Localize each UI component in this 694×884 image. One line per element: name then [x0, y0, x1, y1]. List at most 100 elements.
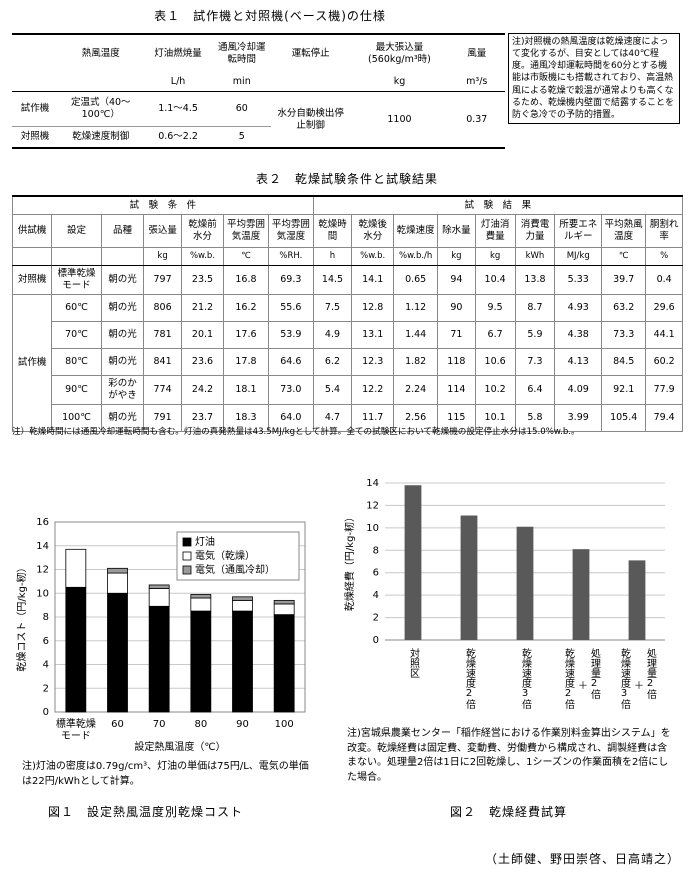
cell: 16.8 — [223, 265, 269, 295]
legend-box — [176, 531, 300, 581]
row: 対照機 標準乾燥モード 朝の光 797 23.5 16.8 69.3 14.5 14.1 0.65… — [11, 265, 683, 295]
y-axis-label: 乾燥コスト（円/kg-籾） — [15, 562, 28, 671]
y-tick-label: 4 — [43, 660, 49, 671]
x-tick-label: 標準乾燥 — [56, 717, 96, 730]
cell: 70℃ — [51, 320, 102, 349]
cell: 791 — [143, 403, 182, 432]
bar-segment — [148, 588, 170, 607]
cell: 21.2 — [180, 293, 225, 322]
cell: 10.2 — [474, 374, 516, 405]
cell: 8.7 — [514, 293, 556, 322]
header: 乾燥速度 — [393, 214, 439, 248]
x-tick-label: 70 — [153, 719, 166, 730]
cell: 朝の光 — [100, 403, 145, 432]
y-tick-label: 8 — [43, 612, 49, 623]
cell: 16.2 — [223, 293, 269, 322]
cell: 90℃ — [51, 374, 102, 405]
row-label: 対照機 — [12, 126, 58, 149]
y-tick-label: 12 — [36, 565, 49, 576]
header: 平均熱風温度 — [601, 214, 647, 248]
row: 試作機 60℃ 朝の光 806 21.2 16.2 55.6 7.5 12.8 1.12 90 9.5… — [11, 293, 683, 432]
cell: 17.6 — [223, 320, 269, 349]
cell: 1.1～4.5 — [143, 91, 213, 127]
cell: 3.99 — [554, 403, 603, 432]
unit: L/h — [143, 73, 213, 92]
cell: 29.6 — [645, 293, 683, 322]
cell: 彩のかがやき — [100, 374, 145, 405]
y-tick-label: 0 — [43, 707, 49, 718]
x-tick-label: ＋ — [576, 680, 587, 690]
cell: 781 — [143, 320, 182, 349]
bar-segment — [190, 610, 212, 713]
cell: 53.9 — [267, 320, 314, 349]
cell: 18.1 — [223, 374, 269, 405]
unit: %RH. — [267, 247, 314, 266]
group-header: 試 験 結 果 — [312, 195, 684, 215]
header: 設定 — [51, 214, 102, 248]
table2-note: 注）乾燥時間には通風冷却運転時間も含む。灯油の真発熱量は43.5MJ/kgとして… — [12, 427, 580, 437]
bar-segment — [148, 605, 170, 713]
cell: 10.1 — [474, 403, 516, 432]
header: 供試機 — [11, 214, 53, 248]
y-tick-label: 4 — [373, 590, 379, 601]
cell: 774 — [143, 374, 182, 405]
bar-segment — [232, 596, 253, 601]
header: 通風冷却運転時間 — [212, 33, 271, 73]
cell: 13.8 — [514, 265, 556, 295]
bar-segment — [273, 614, 295, 713]
cell: 797 — [143, 265, 182, 295]
x-axis-label: 設定熱風温度（℃） — [134, 740, 225, 753]
x-tick-label: 処理量2倍 — [589, 647, 601, 700]
unit: kg — [350, 73, 449, 92]
row-group-label: 試作機 — [11, 293, 53, 432]
y-tick-label: 12 — [366, 500, 379, 511]
cell: 4.9 — [312, 320, 353, 349]
unit: kg — [474, 247, 516, 266]
y-tick-label: 6 — [373, 568, 379, 579]
bar-segment — [148, 584, 170, 589]
bar — [628, 560, 646, 640]
cell: 118 — [437, 347, 476, 376]
y-tick-label: 8 — [373, 545, 379, 556]
cell: 23.6 — [180, 347, 225, 376]
cell: 2.24 — [393, 374, 439, 405]
bar-segment — [190, 594, 212, 599]
x-tick-label: 対照区 — [408, 647, 420, 678]
y-tick-label: 14 — [366, 478, 379, 489]
header: 乾燥後水分 — [351, 214, 395, 248]
x-tick-label: モード — [61, 731, 91, 742]
cell: 定温式（40～100℃） — [57, 91, 144, 127]
y-tick-label: 14 — [36, 541, 49, 552]
header: 乾燥前水分 — [180, 214, 225, 248]
cell: 60.2 — [645, 347, 683, 376]
table1: 熱風温度 灯油燃焼量 通風冷却運転時間 運転停止 最大張込量(560kg/m³時… — [12, 33, 505, 149]
unit: m³/s — [448, 73, 505, 92]
cell: 11.7 — [351, 403, 395, 432]
cell: 5.9 — [514, 320, 556, 349]
legend-marker — [182, 551, 192, 561]
row: 試作機 定温式（40～100℃） 1.1～4.5 60 水分自動検出停止制御 1… — [12, 91, 505, 149]
cell: 79.4 — [645, 403, 683, 432]
header: 平均雰囲気湿度 — [267, 214, 314, 248]
bar-segment — [65, 586, 87, 713]
cell: 0.6～2.2 — [143, 126, 213, 149]
unit: %w.b. — [180, 247, 225, 266]
figure2-note: 注)宮城県農業センター「稲作経営における作業別料金算出システム」を改変。乾燥経費… — [347, 728, 671, 783]
cell: 23.5 — [180, 265, 225, 295]
cell: 5.4 — [312, 374, 353, 405]
authors: （土師健、野田崇啓、日高靖之） — [484, 852, 680, 866]
cell: 84.5 — [601, 347, 647, 376]
figure1-note: 注)灯油の密度は0.79g/cm³、灯油の単価は75円/L、電気の単価は22円/… — [22, 761, 309, 787]
cell: 71 — [437, 320, 476, 349]
bar-segment — [65, 548, 87, 588]
y-tick-label: 2 — [43, 683, 49, 694]
bar — [572, 549, 590, 640]
cell: 73.0 — [267, 374, 314, 405]
x-tick-label: 80 — [194, 719, 207, 730]
group-header: 試 験 条 件 — [12, 195, 314, 215]
cell: 80℃ — [51, 347, 102, 376]
row-group-label: 対照機 — [11, 265, 53, 295]
cell: 1100 — [350, 91, 449, 149]
cell: 17.8 — [223, 347, 269, 376]
